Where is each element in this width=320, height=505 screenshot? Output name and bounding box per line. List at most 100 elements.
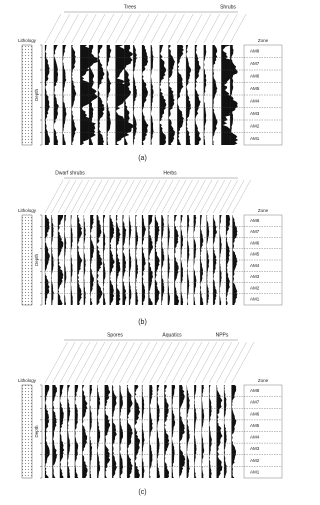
taxon-header bbox=[186, 341, 210, 384]
zone-name: AM2 bbox=[250, 285, 260, 290]
taxon-header bbox=[112, 341, 135, 384]
taxon-curve bbox=[52, 385, 58, 478]
taxon-curve bbox=[59, 385, 65, 478]
taxon-header bbox=[74, 341, 98, 384]
taxon-header bbox=[57, 179, 77, 214]
taxon-header bbox=[90, 179, 109, 214]
taxon-curve bbox=[62, 45, 67, 145]
zone-name: AM6 bbox=[250, 240, 260, 245]
taxon-header bbox=[194, 341, 217, 384]
taxon-curve bbox=[119, 385, 124, 478]
taxon-header bbox=[154, 179, 174, 214]
group-label: Spores bbox=[107, 332, 123, 338]
taxon-header bbox=[104, 341, 128, 384]
taxon-header bbox=[83, 179, 103, 214]
taxon-header bbox=[122, 179, 141, 214]
taxon-header bbox=[219, 179, 238, 214]
taxon-header bbox=[109, 179, 128, 214]
zone-name: AM3 bbox=[250, 111, 260, 116]
taxon-header bbox=[141, 179, 161, 214]
zone-name: AM1 bbox=[250, 297, 260, 302]
taxon-header bbox=[124, 13, 141, 44]
taxon-header bbox=[51, 179, 70, 214]
taxon-curve bbox=[45, 45, 51, 145]
zone-name: AM7 bbox=[250, 400, 260, 405]
panel-caption: (a) bbox=[138, 155, 147, 162]
taxon-curve bbox=[97, 45, 105, 145]
taxon-header bbox=[67, 341, 91, 384]
taxon-header bbox=[167, 179, 187, 214]
taxon-header bbox=[88, 13, 106, 44]
taxon-header bbox=[70, 179, 90, 214]
taxon-header bbox=[150, 13, 167, 44]
taxon-header bbox=[97, 341, 120, 384]
zone-name: AM4 bbox=[250, 435, 260, 440]
zone-label: Zone bbox=[258, 38, 269, 43]
taxon-header bbox=[185, 13, 203, 44]
taxon-header bbox=[44, 179, 64, 214]
taxon-header bbox=[221, 13, 238, 44]
zone-name: AM6 bbox=[250, 73, 260, 78]
taxon-header bbox=[194, 13, 211, 44]
zone-name: AM3 bbox=[250, 446, 260, 451]
taxon-header bbox=[216, 341, 240, 384]
taxon-header bbox=[193, 179, 213, 214]
taxon-header bbox=[201, 341, 225, 384]
taxon-header bbox=[223, 341, 247, 384]
zone-name: AM7 bbox=[250, 229, 260, 234]
taxon-header bbox=[187, 179, 206, 214]
taxon-header bbox=[232, 179, 251, 214]
taxon-header bbox=[164, 341, 188, 384]
zone-name: AM4 bbox=[250, 263, 260, 268]
zone-name: AM1 bbox=[250, 469, 260, 474]
taxon-header bbox=[200, 179, 219, 214]
zone-label: Zone bbox=[258, 208, 269, 213]
zone-frame bbox=[243, 214, 283, 306]
taxon-header bbox=[44, 13, 62, 44]
taxon-curve bbox=[124, 45, 131, 145]
taxon-header bbox=[62, 13, 79, 44]
taxon-header bbox=[53, 13, 70, 44]
zone-name: AM8 bbox=[250, 218, 260, 223]
taxon-curve bbox=[167, 215, 170, 305]
taxon-header bbox=[103, 179, 122, 214]
zone-name: AM1 bbox=[250, 136, 260, 141]
taxon-header bbox=[156, 341, 180, 384]
zone-frame bbox=[243, 384, 283, 479]
taxon-header bbox=[82, 341, 105, 384]
taxon-header bbox=[209, 341, 232, 384]
taxon-header bbox=[225, 179, 245, 214]
depth-label: Depth bbox=[34, 254, 39, 267]
taxon-header bbox=[179, 341, 202, 384]
taxon-curve bbox=[90, 215, 94, 305]
zone-name: AM5 bbox=[250, 423, 260, 428]
group-label: Trees bbox=[124, 4, 137, 10]
taxon-header bbox=[141, 341, 165, 384]
taxon-header bbox=[96, 179, 116, 214]
taxon-header bbox=[171, 341, 195, 384]
group-label: Aquatics bbox=[162, 332, 182, 338]
zone-frame bbox=[243, 44, 283, 146]
zone-name: AM5 bbox=[250, 252, 260, 257]
group-label: Herbs bbox=[163, 170, 177, 176]
taxon-header bbox=[128, 179, 148, 214]
taxon-curve bbox=[45, 385, 50, 478]
taxon-header bbox=[231, 341, 255, 384]
group-label: Shrubs bbox=[220, 4, 236, 10]
zone-name: AM4 bbox=[250, 98, 260, 103]
lithology-label: Lithology bbox=[18, 208, 37, 213]
lithology-column bbox=[21, 44, 33, 146]
taxon-header bbox=[119, 341, 143, 384]
taxon-header bbox=[161, 179, 180, 214]
lithology-label: Lithology bbox=[18, 378, 37, 383]
depth-label: Depth bbox=[34, 89, 39, 102]
taxon-header bbox=[126, 341, 150, 384]
figure: Lithology Depth Trees Shrubs Zone AM8 AM7 AM6 AM… bbox=[18, 4, 283, 496]
taxon-header bbox=[52, 341, 76, 384]
group-label: NPPs bbox=[216, 332, 229, 338]
depth-label: Depth bbox=[34, 425, 39, 438]
taxon-header bbox=[77, 179, 96, 214]
taxon-header bbox=[213, 179, 232, 214]
taxon-header bbox=[89, 341, 113, 384]
taxon-header bbox=[159, 13, 176, 44]
